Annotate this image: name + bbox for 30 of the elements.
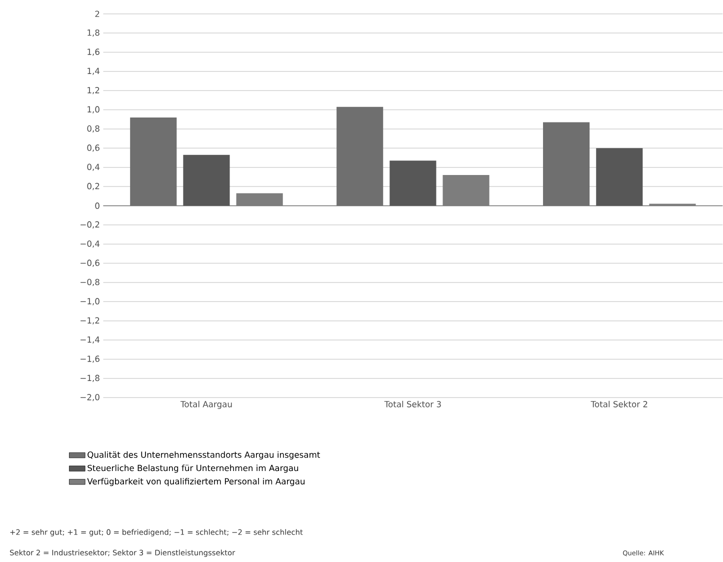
y-tick-label: −0,8	[80, 279, 100, 286]
y-tick-label: 0,6	[87, 144, 100, 152]
y-tick-label: −1,6	[80, 356, 100, 363]
y-tick-label: 2	[95, 10, 100, 18]
y-tick-label: −1,0	[80, 298, 100, 306]
y-tick-label: 0,2	[87, 183, 100, 190]
y-tick-label: 1,2	[88, 87, 100, 94]
y-tick-label: −1,8	[80, 374, 100, 382]
y-tick-label: 0	[95, 202, 100, 210]
legend-label: Steuerliche Belastung für Unternehmen im Aargau	[88, 464, 298, 473]
x-tick-label: Total Sektor 2	[590, 401, 648, 408]
y-tick-label: −0,6	[80, 260, 100, 268]
x-tick-label: Total Sektor 3	[384, 401, 441, 408]
y-tick-label: 1,8	[88, 30, 100, 37]
legend-label: Verfügbarkeit von qualifiziertem Personal im Aargau	[87, 478, 305, 486]
bar	[390, 160, 436, 206]
legend-label: Qualität des Unternehmensstandorts Aargau insgesamt	[88, 452, 320, 460]
y-tick-label: 1,4	[88, 68, 100, 76]
y-tick-label: −1,2	[80, 317, 100, 325]
bar	[596, 148, 643, 206]
y-tick-label: −0,4	[80, 240, 100, 248]
y-tick-label: 0,4	[87, 164, 100, 172]
y-tick-label: 1,6	[88, 48, 100, 56]
y-tick-label: −1,4	[80, 336, 100, 344]
y-tick-label: −0,2	[80, 221, 100, 229]
y-tick-label: 1,0	[88, 106, 100, 114]
y-tick-label: −2,0	[80, 394, 100, 402]
y-tick-label: 0,8	[87, 126, 100, 133]
x-tick-label: Total Aargau	[180, 401, 232, 410]
bar	[183, 155, 230, 206]
